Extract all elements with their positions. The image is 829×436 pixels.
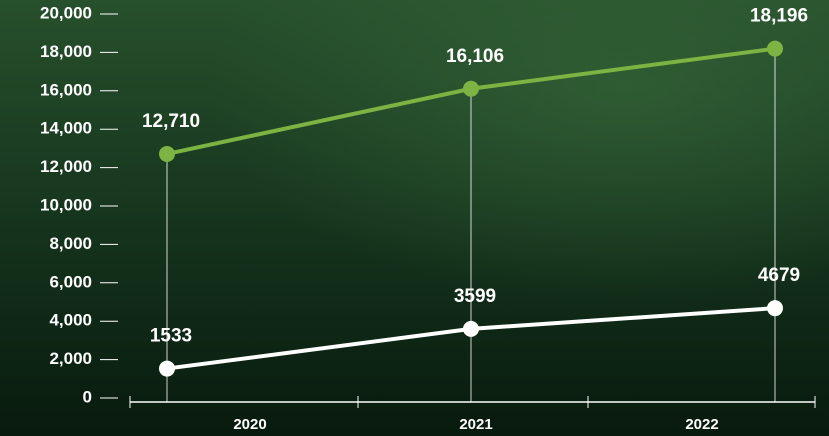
data-label: 16,106: [446, 46, 504, 67]
point: [767, 40, 783, 57]
point: [159, 360, 175, 377]
y-tick-label: 12,000: [40, 157, 92, 176]
y-tick-label: 14,000: [40, 119, 92, 138]
y-tick-label: 10,000: [40, 195, 92, 214]
y-tick-label: 4,000: [49, 311, 92, 330]
x-tick-label: 2022: [685, 416, 718, 433]
y-tick-label: 8,000: [49, 234, 92, 253]
x-tick-label: 2020: [233, 416, 266, 433]
y-tick-label: 6,000: [49, 272, 92, 291]
data-label: 4679: [758, 265, 800, 286]
y-tick-label: 16,000: [40, 80, 92, 99]
data-label: 18,196: [750, 6, 808, 27]
data-label: 12,710: [142, 111, 200, 132]
y-tick-label: 20,000: [40, 3, 92, 22]
point: [767, 300, 783, 317]
y-tick-label: 18,000: [40, 42, 92, 61]
point: [463, 320, 479, 337]
point: [159, 145, 175, 162]
point: [463, 80, 479, 97]
y-tick-label: 0: [83, 387, 92, 406]
y-tick-label: 2,000: [49, 349, 92, 368]
data-label: 1533: [150, 326, 192, 347]
x-tick-label: 2021: [459, 416, 492, 433]
data-label: 3599: [454, 286, 496, 307]
